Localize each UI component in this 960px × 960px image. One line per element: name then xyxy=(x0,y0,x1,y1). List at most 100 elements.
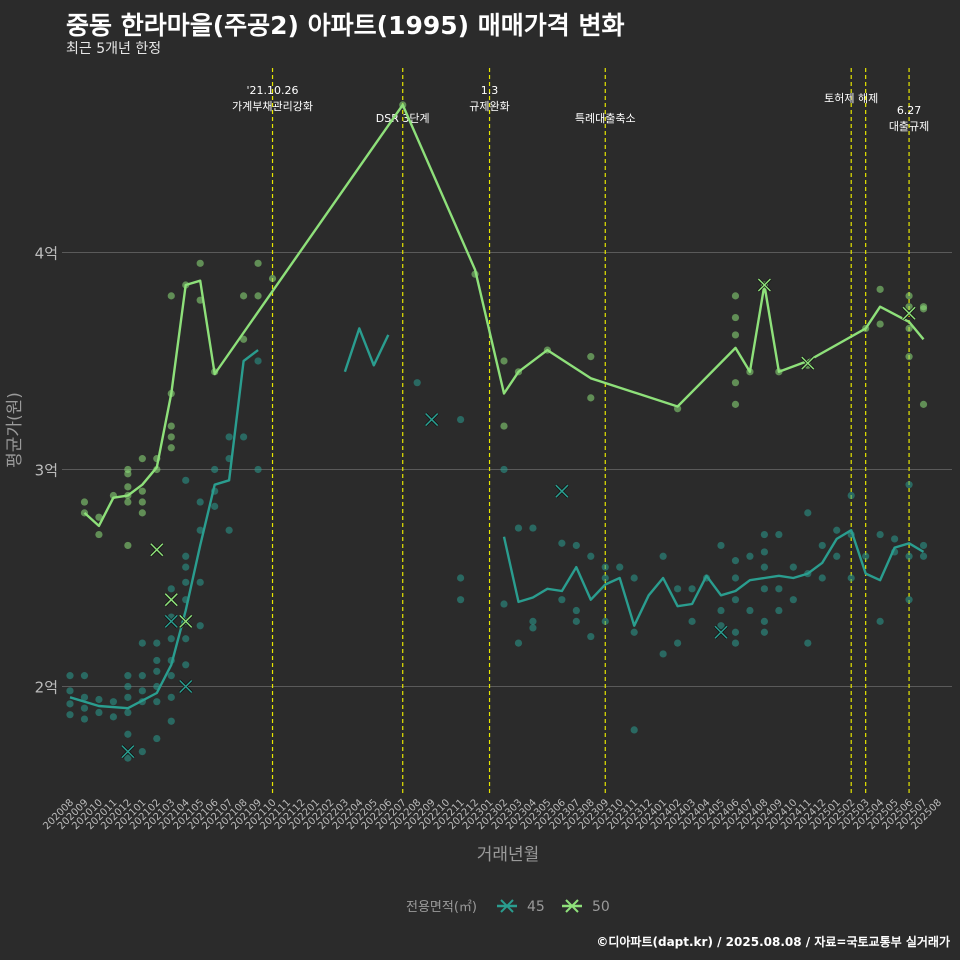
data-point-50 xyxy=(731,292,740,300)
cross-marker-50 xyxy=(149,542,164,557)
line-layer xyxy=(69,103,925,710)
chart-title: 중동 한라마을(주공2) 아파트(1995) 매매가격 변화 xyxy=(66,11,625,40)
data-point-45 xyxy=(891,535,899,543)
data-point-45 xyxy=(500,600,508,608)
data-point-45 xyxy=(818,574,826,582)
data-point-45 xyxy=(804,509,812,517)
data-point-45 xyxy=(66,687,74,695)
data-point-45 xyxy=(196,498,204,506)
data-point-50 xyxy=(731,379,740,387)
data-point-45 xyxy=(153,639,161,647)
series-line-45 xyxy=(343,327,390,373)
data-point-45 xyxy=(167,672,175,680)
cross-marker-50 xyxy=(902,306,917,321)
data-point-45 xyxy=(760,530,769,539)
data-point-45 xyxy=(905,596,913,604)
data-point-45 xyxy=(138,639,146,647)
data-point-50 xyxy=(905,292,913,300)
data-point-45 xyxy=(919,541,928,550)
data-point-45 xyxy=(760,548,769,556)
y-tick-label: 4억 xyxy=(35,244,58,262)
data-point-45 xyxy=(500,465,508,474)
data-point-45 xyxy=(153,698,161,706)
data-point-45 xyxy=(514,639,523,647)
series-line-45 xyxy=(69,349,259,710)
data-point-45 xyxy=(124,754,132,762)
series-line-45 xyxy=(502,529,925,627)
event-label: 토허제 해제 xyxy=(824,91,878,105)
event-label: 가계부채관리강화 xyxy=(232,100,313,113)
data-point-45 xyxy=(124,708,132,717)
data-point-45 xyxy=(919,552,928,560)
data-point-45 xyxy=(66,711,74,719)
y-tick-label: 3억 xyxy=(35,461,58,479)
data-point-45 xyxy=(529,617,537,625)
event-label: DSR 3단계 xyxy=(376,112,430,125)
data-point-45 xyxy=(847,574,855,582)
data-point-45 xyxy=(95,695,103,704)
cross-stroke xyxy=(801,356,815,370)
data-point-45 xyxy=(905,552,913,560)
data-point-45 xyxy=(659,552,667,560)
data-point-45 xyxy=(109,713,117,721)
data-point-50 xyxy=(167,433,175,441)
data-point-50 xyxy=(196,259,204,267)
data-point-45 xyxy=(731,639,740,647)
cross-stroke xyxy=(757,278,771,292)
event-label: 규제완화 xyxy=(469,100,509,113)
data-point-45 xyxy=(688,585,696,593)
data-point-45 xyxy=(847,491,855,500)
data-point-45 xyxy=(876,617,884,625)
cross-stroke xyxy=(121,745,135,759)
data-point-45 xyxy=(789,596,797,604)
axis-layer: 거래년월 평균가(원) 2억3억4억2020082020092020102020… xyxy=(5,244,944,865)
data-point-50 xyxy=(254,292,262,300)
cross-marker-50 xyxy=(164,592,179,607)
data-point-45 xyxy=(572,617,580,625)
data-point-45 xyxy=(182,476,190,484)
data-point-50 xyxy=(919,305,928,313)
cross-stroke xyxy=(902,306,916,320)
data-point-45 xyxy=(254,357,262,365)
data-point-50 xyxy=(268,274,277,283)
data-point-50 xyxy=(124,541,132,550)
data-point-45 xyxy=(760,628,769,636)
data-point-45 xyxy=(167,635,175,643)
data-point-45 xyxy=(225,433,233,441)
data-point-45 xyxy=(153,667,161,675)
data-point-50 xyxy=(876,285,884,293)
cross-stroke xyxy=(714,625,728,639)
cross-marker-50 xyxy=(178,614,193,629)
data-point-45 xyxy=(529,624,537,632)
cross-stroke xyxy=(555,484,569,498)
data-point-45 xyxy=(153,656,161,665)
data-point-45 xyxy=(182,552,190,560)
data-point-45 xyxy=(182,578,190,586)
data-point-45 xyxy=(95,708,103,717)
data-point-50 xyxy=(905,353,913,361)
data-point-45 xyxy=(674,585,682,593)
data-point-45 xyxy=(80,672,89,680)
data-point-45 xyxy=(66,672,74,680)
data-point-45 xyxy=(862,552,870,560)
data-point-45 xyxy=(529,524,537,532)
data-point-45 xyxy=(572,606,580,615)
cross-marker-45 xyxy=(164,614,179,629)
data-point-50 xyxy=(167,292,175,300)
cross-marker-45 xyxy=(178,679,193,694)
x-axis-title: 거래년월 xyxy=(477,845,540,865)
data-point-50 xyxy=(876,320,884,328)
data-point-45 xyxy=(124,730,132,738)
data-point-45 xyxy=(167,693,175,701)
data-point-45 xyxy=(818,541,826,550)
event-label: 6.27 xyxy=(897,104,922,117)
legend-swatch-50 xyxy=(562,899,582,913)
data-point-45 xyxy=(66,700,74,708)
data-point-45 xyxy=(413,379,421,387)
data-point-50 xyxy=(138,498,146,506)
y-tick-label: 2억 xyxy=(35,678,58,696)
series-line-50 xyxy=(83,103,925,528)
data-point-45 xyxy=(558,539,566,547)
data-point-45 xyxy=(254,465,262,474)
data-point-45 xyxy=(731,574,740,582)
